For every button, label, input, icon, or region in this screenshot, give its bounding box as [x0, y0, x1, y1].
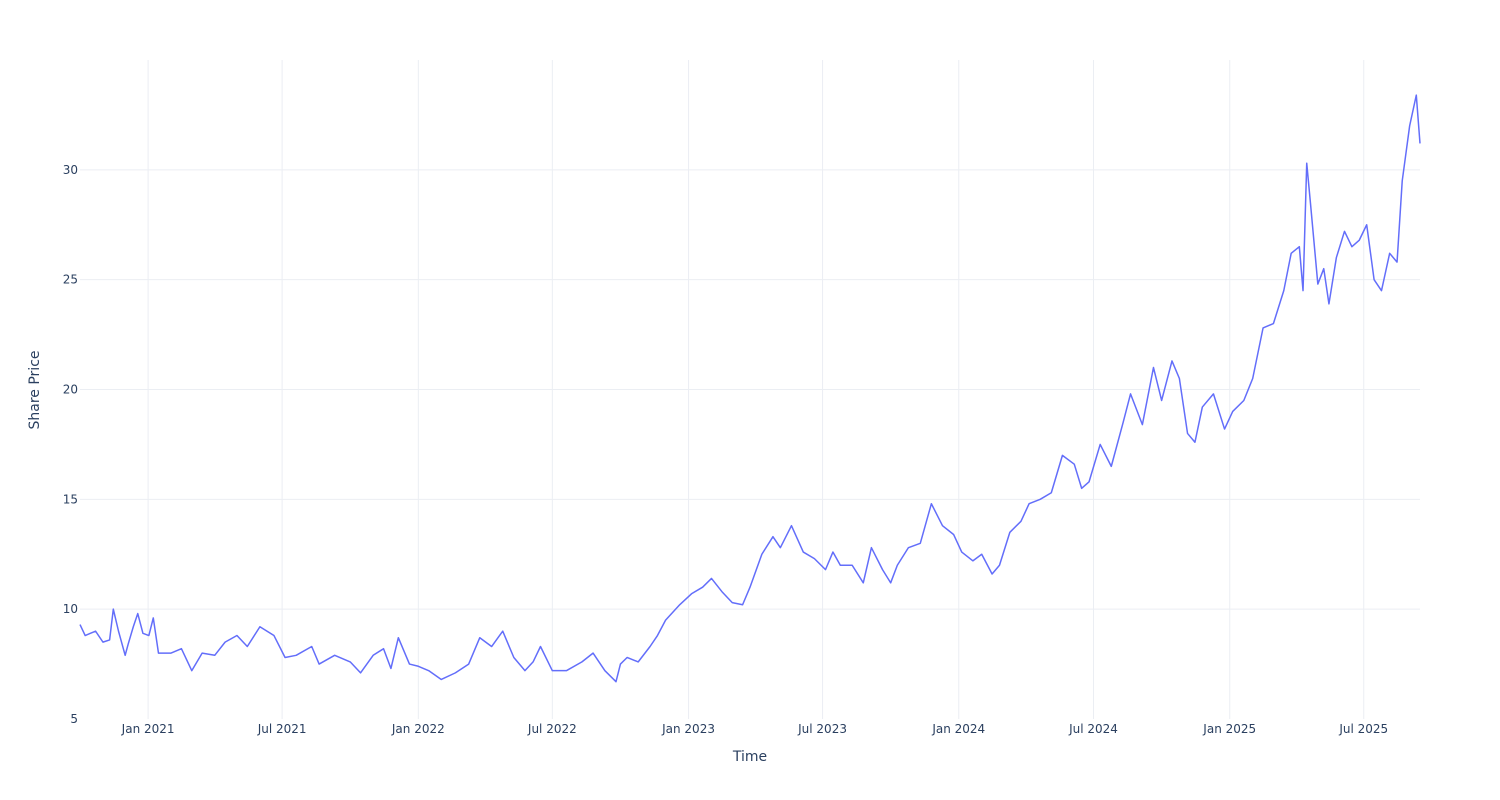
- y-tick-labels: 5 10 15 20 25 30: [63, 163, 78, 726]
- x-tick-label: Jul 2024: [1068, 722, 1118, 736]
- y-tick-label: 10: [63, 602, 78, 616]
- y-tick-label: 25: [63, 273, 78, 287]
- x-tick-label: Jan 2024: [931, 722, 985, 736]
- y-axis-title: Share Price: [27, 350, 43, 429]
- share-price-line: [79, 94, 1421, 683]
- y-tick-label: 5: [70, 712, 78, 726]
- x-tick-label: Jan 2025: [1202, 722, 1256, 736]
- x-axis-title: Time: [732, 749, 767, 765]
- x-tick-label: Jan 2021: [121, 722, 175, 736]
- x-tick-label: Jul 2021: [257, 722, 307, 736]
- x-tick-label: Jul 2023: [797, 722, 847, 736]
- y-tick-label: 20: [63, 383, 78, 397]
- x-tick-label: Jan 2022: [391, 722, 445, 736]
- y-tick-label: 15: [63, 492, 78, 506]
- y-gridlines: [80, 169, 1420, 610]
- x-tick-label: Jan 2023: [661, 722, 715, 736]
- y-tick-label: 30: [63, 163, 78, 177]
- x-tick-label: Jul 2022: [527, 722, 577, 736]
- x-tick-labels: Jan 2021 Jul 2021 Jan 2022 Jul 2022 Jan 2023…: [121, 722, 1388, 736]
- x-tick-label: Jul 2025: [1338, 722, 1388, 736]
